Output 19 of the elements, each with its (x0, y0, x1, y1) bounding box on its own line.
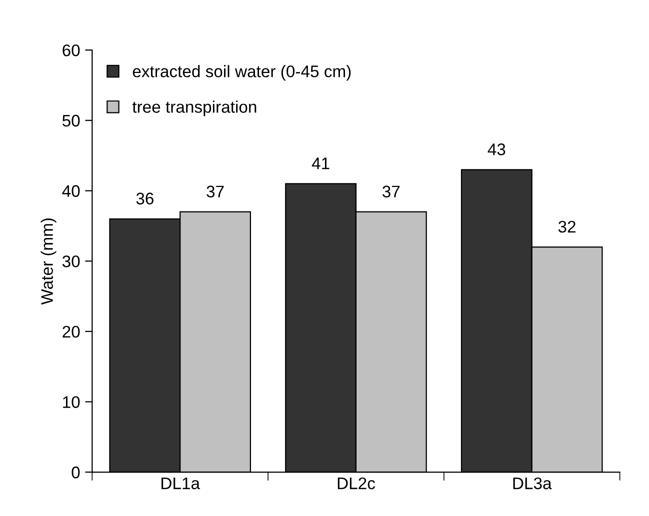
data-label: 37 (206, 186, 224, 198)
data-label: 37 (382, 186, 400, 198)
y-tick-label: 60 (62, 44, 80, 56)
y-tick-label: 30 (62, 255, 80, 268)
data-label: 41 (312, 158, 330, 170)
x-tick-label: DL1a (162, 478, 200, 490)
data-label: 36 (136, 192, 154, 204)
data-label: 32 (558, 220, 576, 233)
y-tick-label: 50 (62, 114, 80, 127)
y-tick-label: 10 (63, 396, 80, 408)
y-tick-label: 20 (62, 326, 80, 338)
legend-label: tree transpiration (132, 100, 256, 116)
y-axis-title: Water (mm) (40, 218, 56, 305)
x-tick-label: DL3a (513, 477, 552, 490)
data-label: 43 (488, 143, 506, 156)
legend-label: extracted soil water (0-45 cm) (132, 65, 351, 81)
y-tick-label: 0 (72, 466, 80, 478)
x-tick-label: DL2c (338, 477, 375, 490)
y-tick-label: 40 (62, 185, 80, 197)
